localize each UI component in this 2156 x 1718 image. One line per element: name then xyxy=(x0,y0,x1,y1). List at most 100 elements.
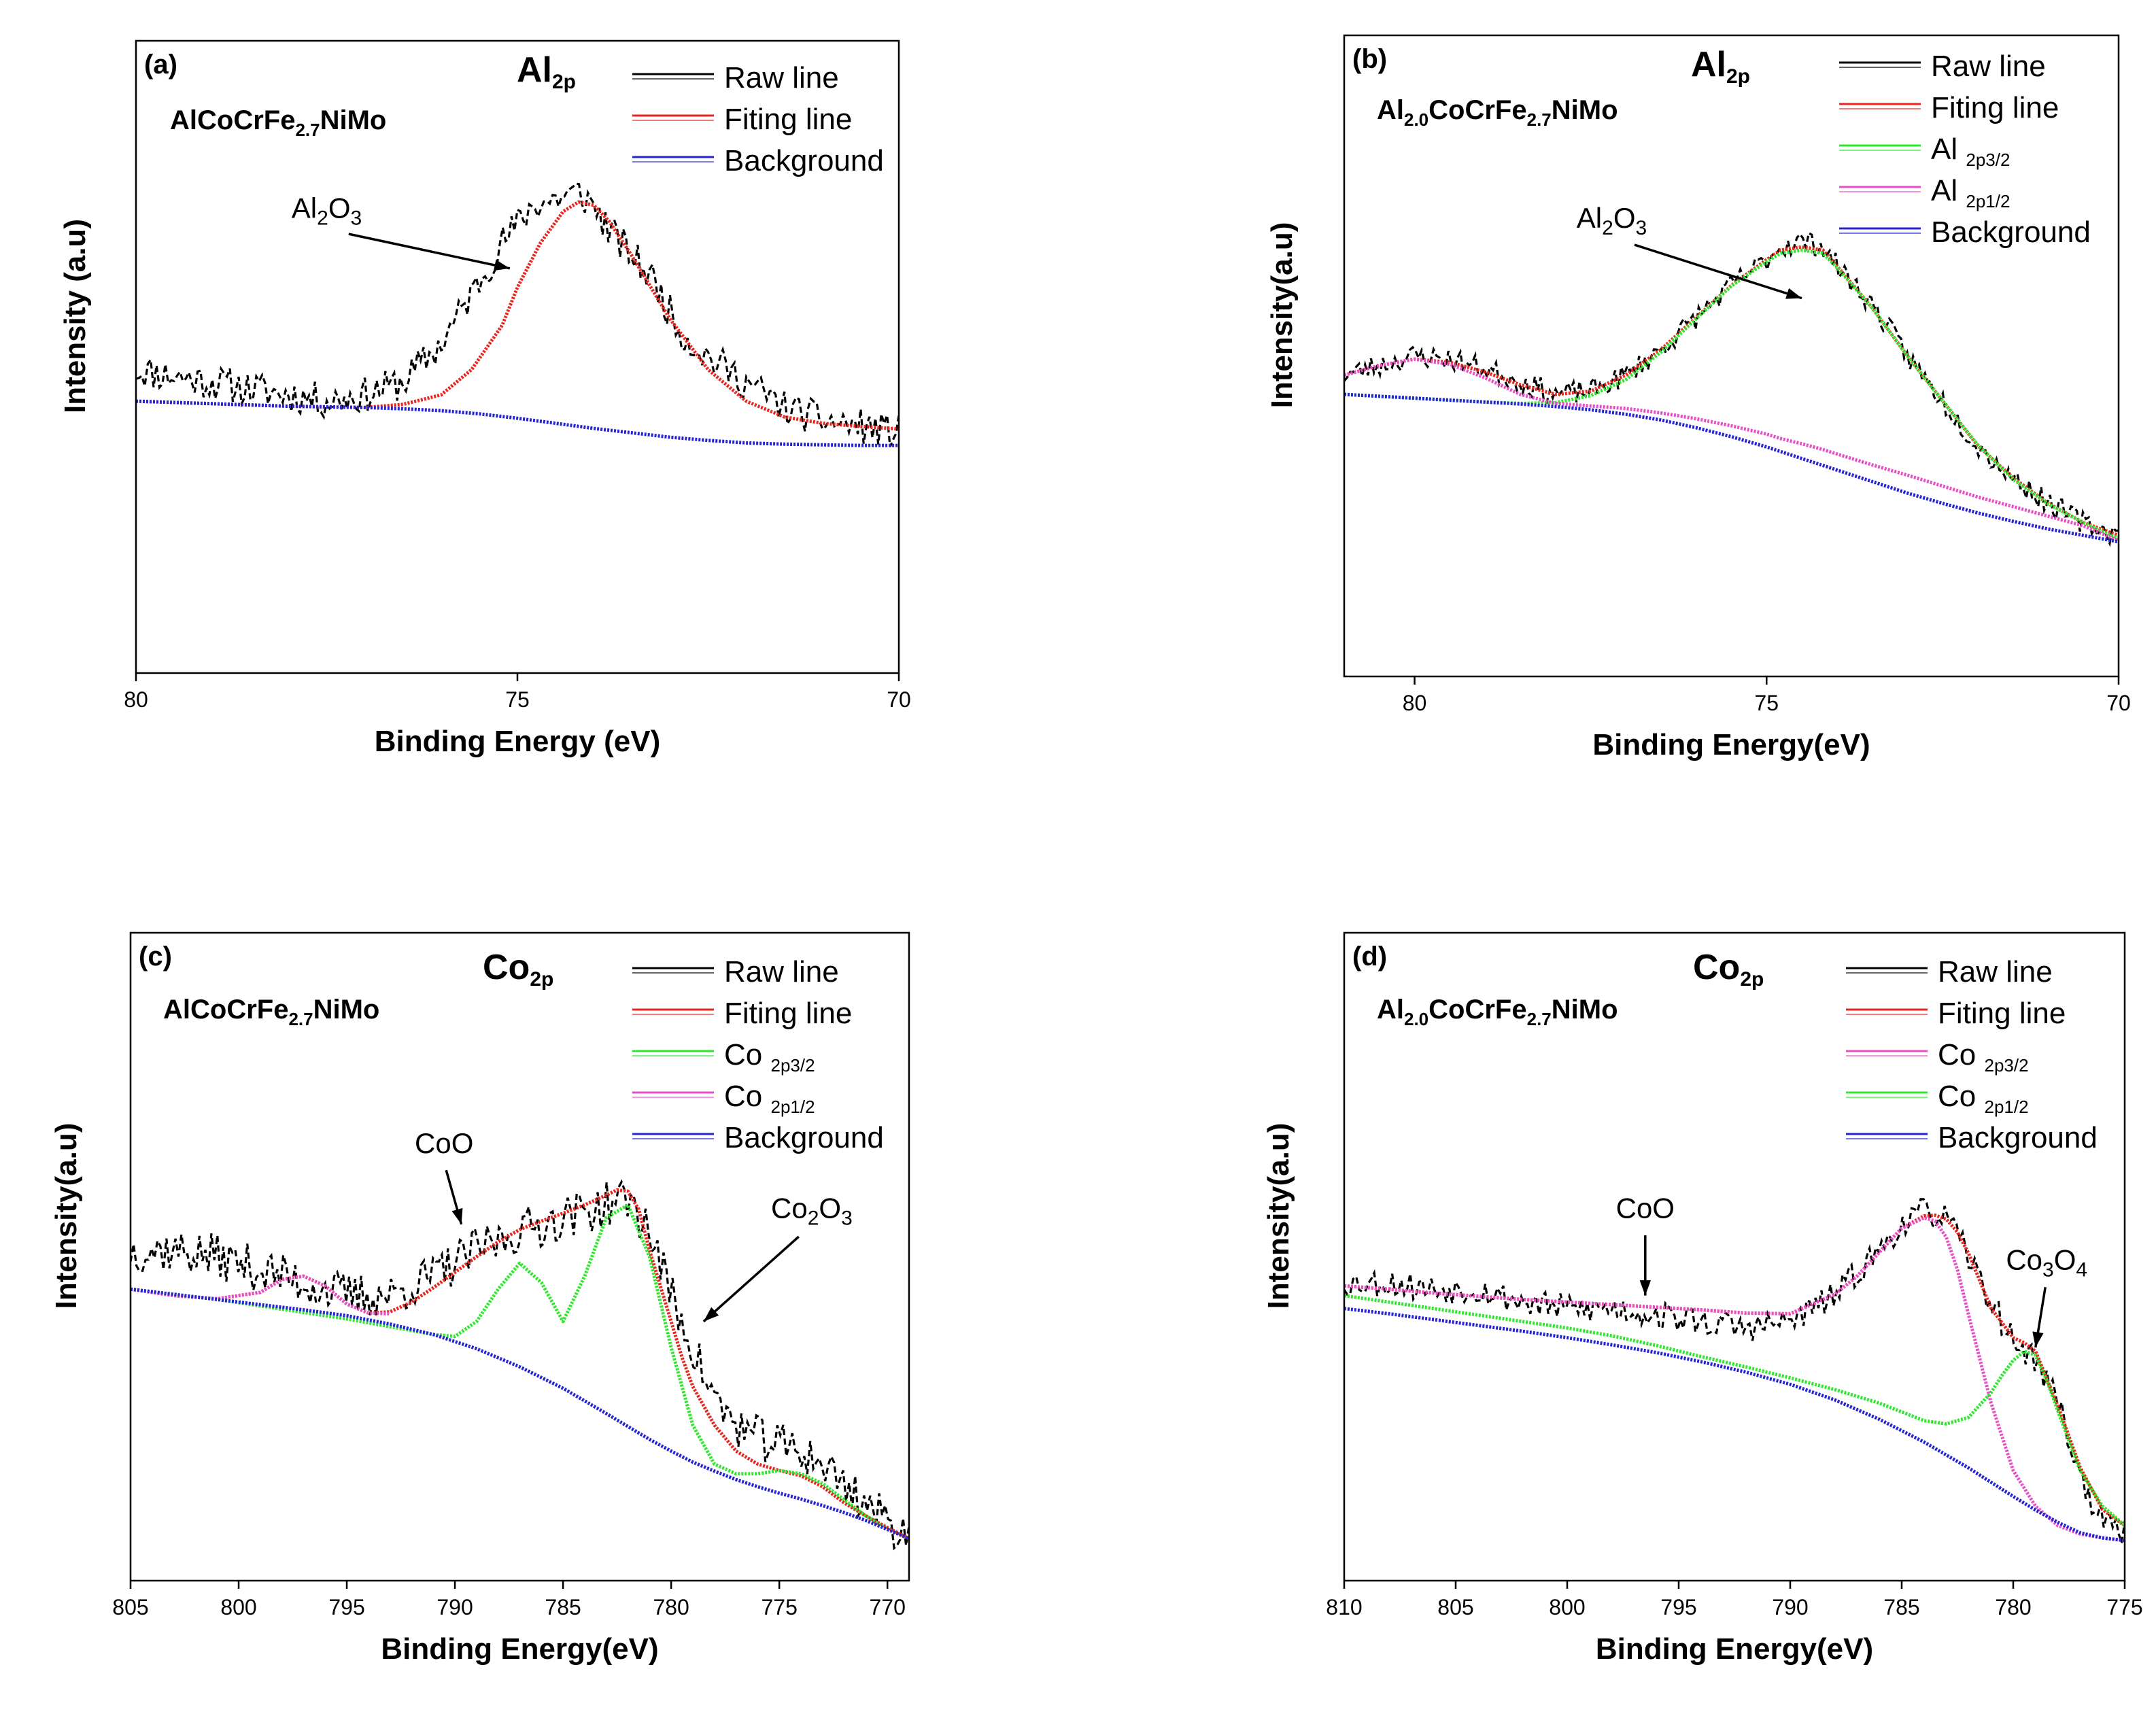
plot-area xyxy=(1344,230,2119,549)
chart-panel-d: 810 805 800 795 790 785 780 775 Binding Energy(e… xyxy=(1262,931,2143,1666)
annotation-label: CoO xyxy=(1616,1192,1675,1224)
legend-label: Al 2p1/2 xyxy=(1931,174,2010,211)
legend-label: Co 2p1/2 xyxy=(1938,1080,2029,1117)
legend-item: Co 2p1/2 xyxy=(1846,1080,2029,1117)
annotation: Co2O3 xyxy=(702,1192,853,1323)
x-axis-label: Binding Energy(eV) xyxy=(1596,1632,1873,1666)
legend-item: Raw line xyxy=(632,955,839,989)
element-title: Co2p xyxy=(1693,948,1764,991)
annotation-label: Co2O3 xyxy=(771,1192,853,1229)
legend-item: Fiting line xyxy=(1846,997,2066,1030)
legend-item: Co 2p3/2 xyxy=(1846,1038,2029,1076)
annotation: CoO xyxy=(1616,1192,1675,1296)
x-tick-label: 800 xyxy=(220,1595,256,1619)
legend-label: Co 2p1/2 xyxy=(724,1080,815,1117)
series-background xyxy=(1344,1307,2125,1543)
legend-label: Co 2p3/2 xyxy=(724,1038,815,1076)
chart-panel-c: 805 800 795 790 785 780 775 770 Binding Energy(e… xyxy=(50,931,910,1666)
y-axis-label: Intensity(a.u) xyxy=(1262,1123,1295,1309)
legend-label: Raw line xyxy=(724,61,839,95)
x-tick-label: 800 xyxy=(1549,1595,1585,1619)
x-tick-label: 80 xyxy=(124,687,148,712)
annotation-arrow-line xyxy=(348,233,511,270)
series-raw-line xyxy=(1344,231,2119,547)
legend-item: Raw line xyxy=(1839,50,2046,83)
element-title: Al2p xyxy=(1691,45,1750,88)
annotation-label: CoO xyxy=(415,1127,473,1159)
series-background xyxy=(131,1287,909,1541)
plot-area xyxy=(131,1178,909,1552)
annotation-label: Al2O3 xyxy=(292,192,362,229)
legend-item: Raw line xyxy=(632,61,839,95)
legend-item: Raw line xyxy=(1846,955,2053,989)
annotation: Al2O3 xyxy=(292,192,511,271)
legend-label: Background xyxy=(1938,1121,2098,1154)
series-al-2p1-2 xyxy=(1344,357,2119,543)
x-tick-label: 70 xyxy=(887,687,911,712)
annotation-arrow-head xyxy=(1785,288,1802,299)
plot-area xyxy=(136,182,899,448)
series-co-2p3-2-fit-component- xyxy=(131,1203,909,1541)
y-axis-label: Intensity(a.u) xyxy=(50,1123,83,1309)
plot-area xyxy=(1344,1197,2125,1544)
legend-item: Al 2p3/2 xyxy=(1839,133,2010,170)
x-tick-label: 785 xyxy=(545,1595,581,1619)
x-tick-label: 80 xyxy=(1403,691,1427,715)
x-tick-label: 775 xyxy=(2106,1595,2142,1619)
series-background xyxy=(136,399,899,447)
chart-panel-a: 80 75 70 Binding Energy (eV) Intensity (a.u)… xyxy=(58,39,911,758)
legend-label: Raw line xyxy=(724,955,839,989)
annotation-arrow-head xyxy=(451,1207,463,1224)
series-co-2p1-2-fit-component- xyxy=(1344,1294,2125,1527)
series-fiting-line xyxy=(1344,245,2119,537)
y-axis-label: Intensity(a.u) xyxy=(1265,222,1299,409)
x-axis-label: Binding Energy(eV) xyxy=(381,1632,658,1666)
series-raw-line-halo xyxy=(136,182,899,448)
plot-frame xyxy=(1343,34,2120,678)
plot-frame xyxy=(1343,931,2126,1582)
annotation: Al2O3 xyxy=(1577,202,1802,300)
annotation: Co3O4 xyxy=(2006,1244,2087,1348)
legend-label: Background xyxy=(724,144,884,177)
legend-label: Raw line xyxy=(1931,50,2046,83)
x-tick-label: 790 xyxy=(437,1595,473,1619)
legend-item: Background xyxy=(1839,216,2091,249)
x-tick-label: 780 xyxy=(1995,1595,2031,1619)
x-tick-label: 795 xyxy=(328,1595,364,1619)
legend-item: Background xyxy=(632,1121,884,1154)
annotation-arrow-head xyxy=(703,1307,719,1322)
composition-label: Al2.0CoCrFe2.7NiMo xyxy=(1377,995,1618,1029)
annotation-arrow-head xyxy=(2032,1331,2044,1347)
element-title: Al2p xyxy=(517,50,576,93)
annotation: CoO xyxy=(415,1127,473,1225)
legend-item: Fiting line xyxy=(632,997,852,1030)
x-tick-label: 70 xyxy=(2106,691,2131,715)
annotation-label: Co3O4 xyxy=(2006,1244,2087,1282)
x-tick-label: 770 xyxy=(869,1595,905,1619)
x-tick-label: 75 xyxy=(1754,691,1779,715)
panel-label: (c) xyxy=(139,942,172,972)
x-tick-label: 785 xyxy=(1883,1595,1919,1619)
plot-frame xyxy=(129,931,910,1582)
legend-item: Background xyxy=(632,144,884,177)
legend-label: Raw line xyxy=(1938,955,2053,989)
x-tick-label: 75 xyxy=(505,687,530,712)
legend-label: Fiting line xyxy=(724,997,852,1030)
annotation-arrow-line xyxy=(702,1235,800,1323)
series-fiting-line xyxy=(136,200,899,431)
x-tick-label: 790 xyxy=(1772,1595,1808,1619)
x-tick-label: 810 xyxy=(1326,1595,1362,1619)
composition-label: AlCoCrFe2.7NiMo xyxy=(170,105,386,140)
legend-label: Fiting line xyxy=(724,103,852,136)
legend-item: Co 2p3/2 xyxy=(632,1038,815,1076)
legend-item: Fiting line xyxy=(1839,91,2059,124)
series-raw-line xyxy=(131,1179,909,1551)
composition-label: Al2.0CoCrFe2.7NiMo xyxy=(1377,95,1618,130)
series-background xyxy=(1344,392,2119,544)
x-axis-label: Binding Energy (eV) xyxy=(375,725,660,758)
composition-label: AlCoCrFe2.7NiMo xyxy=(163,995,379,1029)
x-tick-label: 780 xyxy=(653,1595,689,1619)
legend-label: Co 2p3/2 xyxy=(1938,1038,2029,1076)
series-raw-line xyxy=(1344,1198,2125,1543)
legend-item: Co 2p1/2 xyxy=(632,1080,815,1117)
